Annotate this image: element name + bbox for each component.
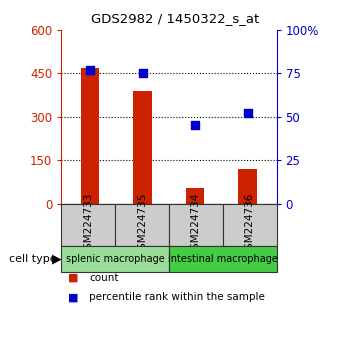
- Text: GSM224736: GSM224736: [245, 193, 254, 257]
- Text: GSM224734: GSM224734: [191, 193, 201, 257]
- Text: GSM224735: GSM224735: [137, 193, 147, 257]
- Bar: [186, 188, 204, 204]
- Text: GDS2982 / 1450322_s_at: GDS2982 / 1450322_s_at: [91, 12, 259, 25]
- Bar: [169, 246, 276, 272]
- Text: count: count: [89, 273, 119, 283]
- Text: ■: ■: [68, 292, 79, 302]
- Point: [245, 110, 251, 116]
- Text: cell type: cell type: [9, 254, 56, 264]
- Text: GSM224733: GSM224733: [83, 193, 93, 257]
- Text: intestinal macrophage: intestinal macrophage: [168, 254, 278, 264]
- Bar: [238, 169, 257, 204]
- Text: percentile rank within the sample: percentile rank within the sample: [89, 292, 265, 302]
- Point: [193, 123, 198, 129]
- Point: [140, 70, 146, 76]
- Text: ▶: ▶: [52, 252, 62, 265]
- Text: ■: ■: [68, 273, 79, 283]
- Bar: [169, 204, 223, 246]
- Point: [88, 67, 93, 73]
- Text: splenic macrophage: splenic macrophage: [66, 254, 164, 264]
- Bar: [81, 68, 99, 204]
- Bar: [133, 91, 152, 204]
- Bar: [61, 204, 115, 246]
- Bar: [61, 246, 169, 272]
- Bar: [115, 204, 169, 246]
- Bar: [223, 204, 276, 246]
